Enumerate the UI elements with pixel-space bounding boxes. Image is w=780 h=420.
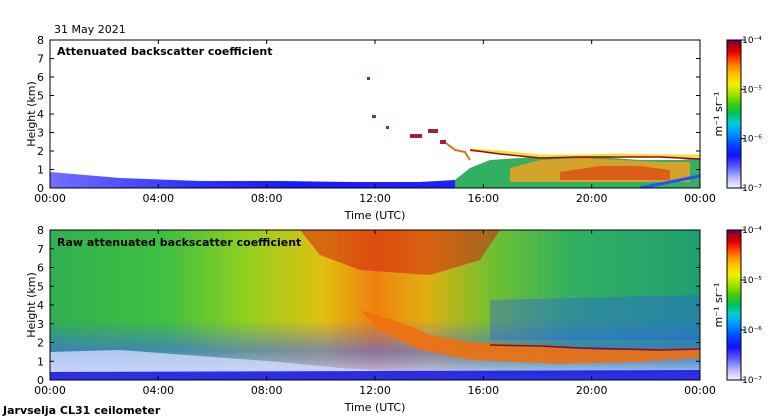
y-tick-label: 2 [37, 337, 44, 350]
y-tick-label: 5 [37, 280, 44, 293]
y-tick-label: 4 [37, 108, 44, 121]
x-tick-label: 08:00 [251, 384, 283, 397]
y-tick-label: 0 [37, 374, 44, 387]
panel2-cloud-band [360, 310, 700, 364]
colorbar2-gradient [726, 229, 742, 381]
panel1-y-axis: 0 1 2 3 4 5 6 7 8 [37, 34, 700, 195]
y-tick-label: 8 [37, 224, 44, 237]
panel2-y-axis: 0 1 2 3 4 5 6 7 8 [37, 224, 700, 387]
x-tick-label: 20:00 [576, 192, 608, 205]
panel2-ground-band [50, 370, 700, 380]
y-tick-label: 6 [37, 71, 44, 84]
x-tick-label: 04:00 [142, 192, 174, 205]
panel2-x-axis: 00:00 04:00 08:00 12:00 16:00 20:00 00:00 [34, 230, 716, 397]
panel1-cloud-edge [469, 148, 700, 158]
colorbar-1: 10⁻⁴ 10⁻⁵ 10⁻⁶ 10⁻⁷ m⁻¹ sr⁻¹ [712, 36, 762, 194]
colorbar-tick-label: 10⁻⁴ [742, 226, 762, 236]
date-label: 31 May 2021 [54, 23, 126, 36]
panel1-x-axis: 00:00 04:00 08:00 12:00 16:00 20:00 00:00 [34, 40, 716, 205]
panel1-xlabel: Time (UTC) [344, 209, 406, 222]
panel2-night-blue [490, 295, 700, 340]
panel1-ylabel: Height (km) [25, 81, 38, 147]
y-tick-label: 1 [37, 164, 44, 177]
colorbar-tick-label: 10⁻⁵ [742, 276, 762, 286]
panel1-cloud-line [469, 149, 700, 160]
panel1-heatmap [50, 77, 700, 188]
colorbar1-unit: m⁻¹ sr⁻¹ [712, 92, 725, 137]
panel-attenuated: Attenuated backscatter coefficient 0 1 2 3 4… [25, 34, 716, 222]
panel2-xlabel: Time (UTC) [344, 401, 406, 414]
colorbar-tick-label: 10⁻⁷ [742, 376, 762, 386]
x-tick-label: 16:00 [467, 384, 499, 397]
x-tick-label: 00:00 [34, 192, 66, 205]
y-tick-label: 7 [37, 243, 44, 256]
y-tick-label: 0 [37, 182, 44, 195]
x-tick-label: 00:00 [684, 192, 716, 205]
x-tick-label: 08:00 [251, 192, 283, 205]
panel2-title: Raw attenuated backscatter coefficient [57, 236, 301, 249]
colorbar-tick-label: 10⁻⁷ [742, 184, 762, 194]
x-tick-label: 20:00 [576, 384, 608, 397]
y-tick-label: 8 [37, 34, 44, 47]
panel1-title: Attenuated backscatter coefficient [57, 45, 273, 58]
x-tick-label: 00:00 [684, 384, 716, 397]
x-tick-label: 12:00 [359, 384, 391, 397]
panel1-convective-low [560, 166, 670, 180]
colorbar-tick-label: 10⁻⁴ [742, 36, 762, 46]
y-tick-label: 5 [37, 90, 44, 103]
panel2-heatmap [50, 230, 700, 380]
colorbar1-ticks: 10⁻⁴ 10⁻⁵ 10⁻⁶ 10⁻⁷ [741, 36, 762, 194]
colorbar2-unit: m⁻¹ sr⁻¹ [712, 283, 725, 328]
y-tick-label: 3 [37, 127, 44, 140]
colorbar-2: 10⁻⁴ 10⁻⁵ 10⁻⁶ 10⁻⁷ m⁻¹ sr⁻¹ [712, 226, 762, 386]
panel2-ylabel: Height (km) [25, 272, 38, 338]
y-tick-label: 3 [37, 318, 44, 331]
panel1-blue-edge [639, 174, 700, 188]
colorbar-tick-label: 10⁻⁶ [742, 326, 762, 336]
y-tick-label: 2 [37, 145, 44, 158]
x-tick-label: 00:00 [34, 384, 66, 397]
panel1-aerosol-layer [50, 172, 460, 188]
colorbar1-gradient [726, 39, 742, 189]
panel2-red-top [300, 230, 500, 275]
x-tick-label: 12:00 [359, 192, 391, 205]
y-tick-label: 7 [37, 53, 44, 66]
y-tick-label: 4 [37, 299, 44, 312]
panel2-cloud-line [489, 344, 700, 351]
y-tick-label: 6 [37, 262, 44, 275]
colorbar-tick-label: 10⁻⁵ [742, 85, 762, 95]
x-tick-label: 16:00 [467, 192, 499, 205]
panel1-descending-cloud [445, 142, 471, 161]
panel1-cloud-patches [367, 77, 446, 144]
colorbar-tick-label: 10⁻⁶ [742, 135, 762, 145]
panel-raw: Raw attenuated backscatter coefficient 0… [25, 224, 716, 414]
colorbar2-ticks: 10⁻⁴ 10⁻⁵ 10⁻⁶ 10⁻⁷ [741, 226, 762, 386]
y-tick-label: 1 [37, 355, 44, 368]
site-label: Jarvselja CL31 ceilometer [2, 404, 161, 417]
x-tick-label: 04:00 [142, 384, 174, 397]
